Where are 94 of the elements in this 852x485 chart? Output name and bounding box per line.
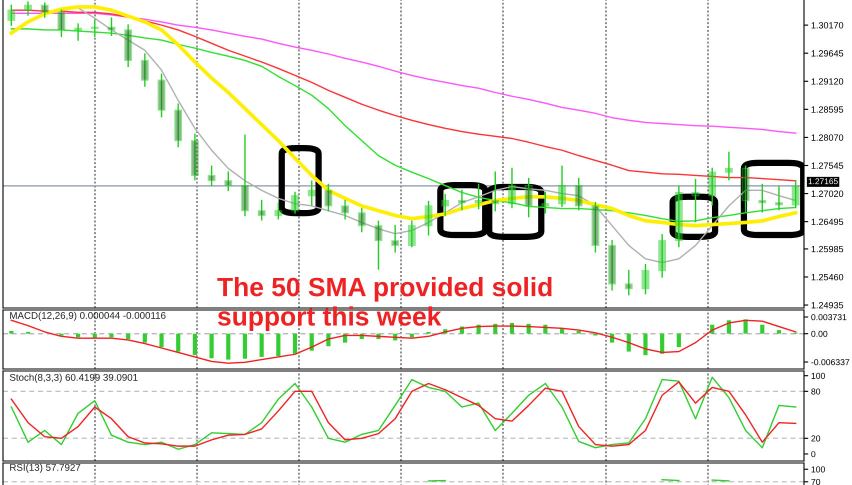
candlestick [324,184,332,212]
candlestick [24,1,32,16]
y-tick-label: 1.27020 [812,190,844,197]
candlestick [725,152,733,180]
candlestick [624,270,633,296]
candlestick [441,194,450,216]
candlestick [424,200,432,236]
y-tick-label: 1.26495 [812,218,844,225]
candlestick [708,168,716,206]
candlestick [758,184,766,212]
y-tick-label: 100 [812,372,825,379]
chart-title: RSI(13) 57.7927 [10,464,80,473]
bar [176,334,180,352]
candlestick [341,200,349,220]
candlestick [574,178,583,210]
y-tick-label: 1.30170 [812,22,844,28]
bar [210,334,214,358]
candlestick [742,166,750,214]
candlestick [108,17,116,36]
candlestick [491,171,500,212]
y-tick-label: 1.24935 [812,302,844,308]
bar [226,334,230,360]
candlestick [775,186,783,210]
bar [109,334,114,338]
candlestick [642,264,650,294]
y-tick-label: 70 [811,478,820,485]
annotation: The 50 SMA provided solid support this week [217,277,552,331]
y-tick-label: 1.27545 [812,162,844,169]
y-tick-label: 1.25460 [812,274,844,280]
candlestick [158,74,166,118]
candlestick [374,220,382,270]
bar [192,334,197,356]
candlestick [391,224,400,253]
y-tick-label: 0.003731 [811,314,846,320]
candlestick [658,234,666,278]
bar [260,334,264,357]
y-tick-label: 1.28070 [812,134,844,141]
candlestick [174,104,182,148]
candlestick [274,203,282,220]
candlestick [308,180,316,206]
candlestick [474,184,482,210]
chart-title: Stoch(8,3,3) 60.4199 39.0901 [10,374,138,383]
chart-title: MACD(12,26,9) 0.000044 -0.000116 [10,312,166,321]
candlestick [592,202,600,253]
candlestick [58,9,66,38]
candlestick [508,168,516,208]
candlestick [7,4,16,26]
y-tick-label: 100 [812,466,825,472]
candlestick [558,166,566,208]
bar [142,334,147,343]
y-tick-label: 1.25985 [812,246,844,252]
candlestick [792,180,800,208]
candlestick [224,171,232,192]
y-tick-label: 0.00 [811,330,828,337]
candlestick [524,178,533,218]
candlestick [140,53,149,87]
y-tick-label: 1.28595 [812,106,844,113]
candlestick [208,166,216,186]
candlestick [191,134,199,180]
ref-line-label: 1.27165 [808,178,838,184]
bar [242,334,248,359]
bar [660,334,664,354]
bar [292,334,298,354]
candlestick [692,178,700,222]
candlestick [541,192,550,214]
bar [676,334,681,348]
bar [626,334,631,352]
bar [76,334,80,338]
bar [410,334,414,338]
candlestick [40,2,49,18]
bar [760,324,764,334]
candlestick [241,134,249,216]
bar [576,331,581,334]
candlestick [124,24,132,67]
bar [310,334,314,351]
bar [776,330,782,334]
candlestick [74,23,82,41]
candlestick [458,190,466,210]
y-tick-label: 0 [811,451,816,458]
candlestick [608,240,616,291]
y-tick-label: 20 [811,435,820,442]
bar [126,334,130,340]
candlestick [674,186,683,248]
y-tick-label: -0.006337 [811,359,850,366]
y-tick-label: 80 [811,388,820,395]
candlestick [358,208,366,232]
candlestick [90,20,99,38]
y-tick-label: 1.29645 [812,50,844,57]
bar [276,334,280,356]
y-tick-label: 1.29120 [812,78,844,85]
candlestick [291,192,299,214]
candlestick [408,220,416,248]
candlestick [258,200,266,220]
bar [159,334,164,348]
